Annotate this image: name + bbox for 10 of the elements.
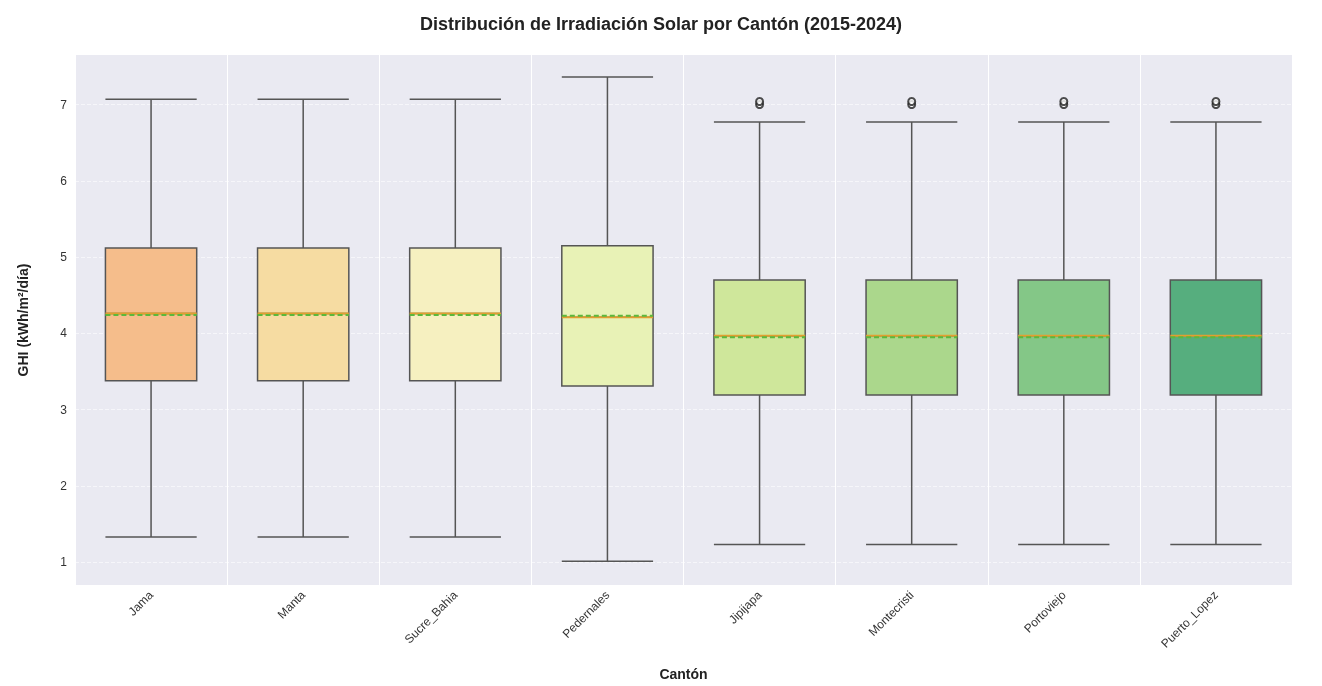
y-tick-label: 3 (60, 402, 68, 417)
y-tick-label: 2 (60, 478, 68, 493)
y-tick-label: 4 (60, 326, 68, 341)
y-tick-label: 7 (60, 97, 68, 112)
y-tick-label: 5 (60, 250, 68, 265)
y-tick-label: 6 (60, 173, 68, 188)
chart-title: Distribución de Irradiación Solar por Cantón (2015-2024) (419, 14, 903, 34)
y-axis-title: GHI (kWh/m²/día) (15, 263, 31, 377)
y-tick-label: 1 (60, 555, 68, 570)
x-axis-title: Cantón (659, 666, 708, 682)
